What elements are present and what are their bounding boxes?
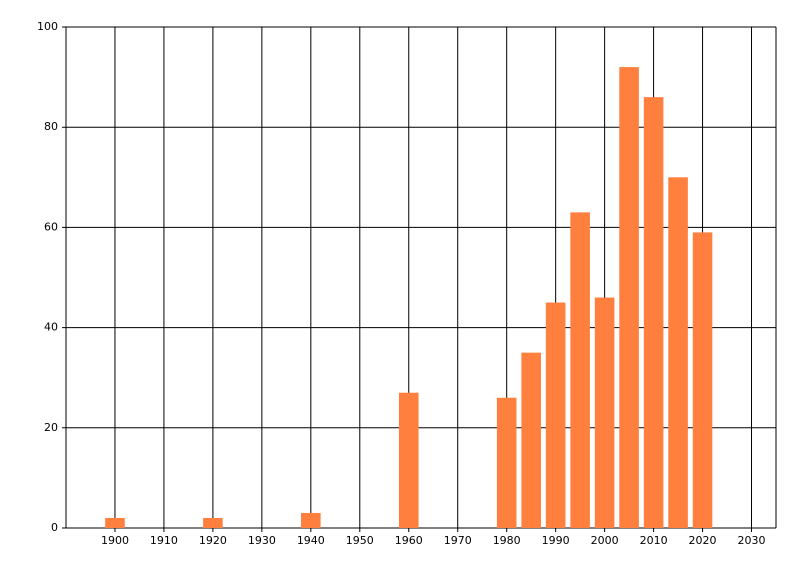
x-tick-label: 2030 bbox=[738, 534, 766, 547]
bar bbox=[301, 512, 321, 528]
y-tick-label: 0 bbox=[51, 521, 58, 534]
x-tick-label: 1960 bbox=[395, 534, 423, 547]
x-tick-label: 1920 bbox=[199, 534, 227, 547]
y-tick-label: 40 bbox=[44, 321, 58, 334]
x-tick-label: 1900 bbox=[101, 534, 129, 547]
x-tick-label: 1930 bbox=[248, 534, 276, 547]
bar bbox=[692, 232, 713, 528]
bar bbox=[594, 297, 615, 528]
y-tick-label: 60 bbox=[44, 220, 58, 233]
x-tick-label: 1940 bbox=[297, 534, 325, 547]
y-tick-label: 80 bbox=[44, 120, 58, 133]
bar bbox=[105, 517, 125, 528]
x-tick-label: 1990 bbox=[542, 534, 570, 547]
bar bbox=[521, 352, 541, 528]
bar bbox=[496, 397, 517, 528]
bar bbox=[643, 97, 664, 528]
bar bbox=[619, 67, 639, 528]
bar bbox=[570, 212, 590, 528]
y-tick-label: 20 bbox=[44, 421, 58, 434]
x-tick-label: 2000 bbox=[591, 534, 619, 547]
y-tick-label: 100 bbox=[37, 20, 58, 33]
x-tick-label: 2020 bbox=[689, 534, 717, 547]
bar bbox=[668, 177, 688, 529]
x-tick-label: 1910 bbox=[150, 534, 178, 547]
x-tick-label: 1970 bbox=[444, 534, 472, 547]
x-tick-label: 1980 bbox=[493, 534, 521, 547]
x-tick-label: 1950 bbox=[346, 534, 374, 547]
bar bbox=[398, 392, 419, 528]
bar bbox=[203, 517, 223, 528]
x-tick-label: 2010 bbox=[640, 534, 668, 547]
bar bbox=[545, 302, 566, 528]
